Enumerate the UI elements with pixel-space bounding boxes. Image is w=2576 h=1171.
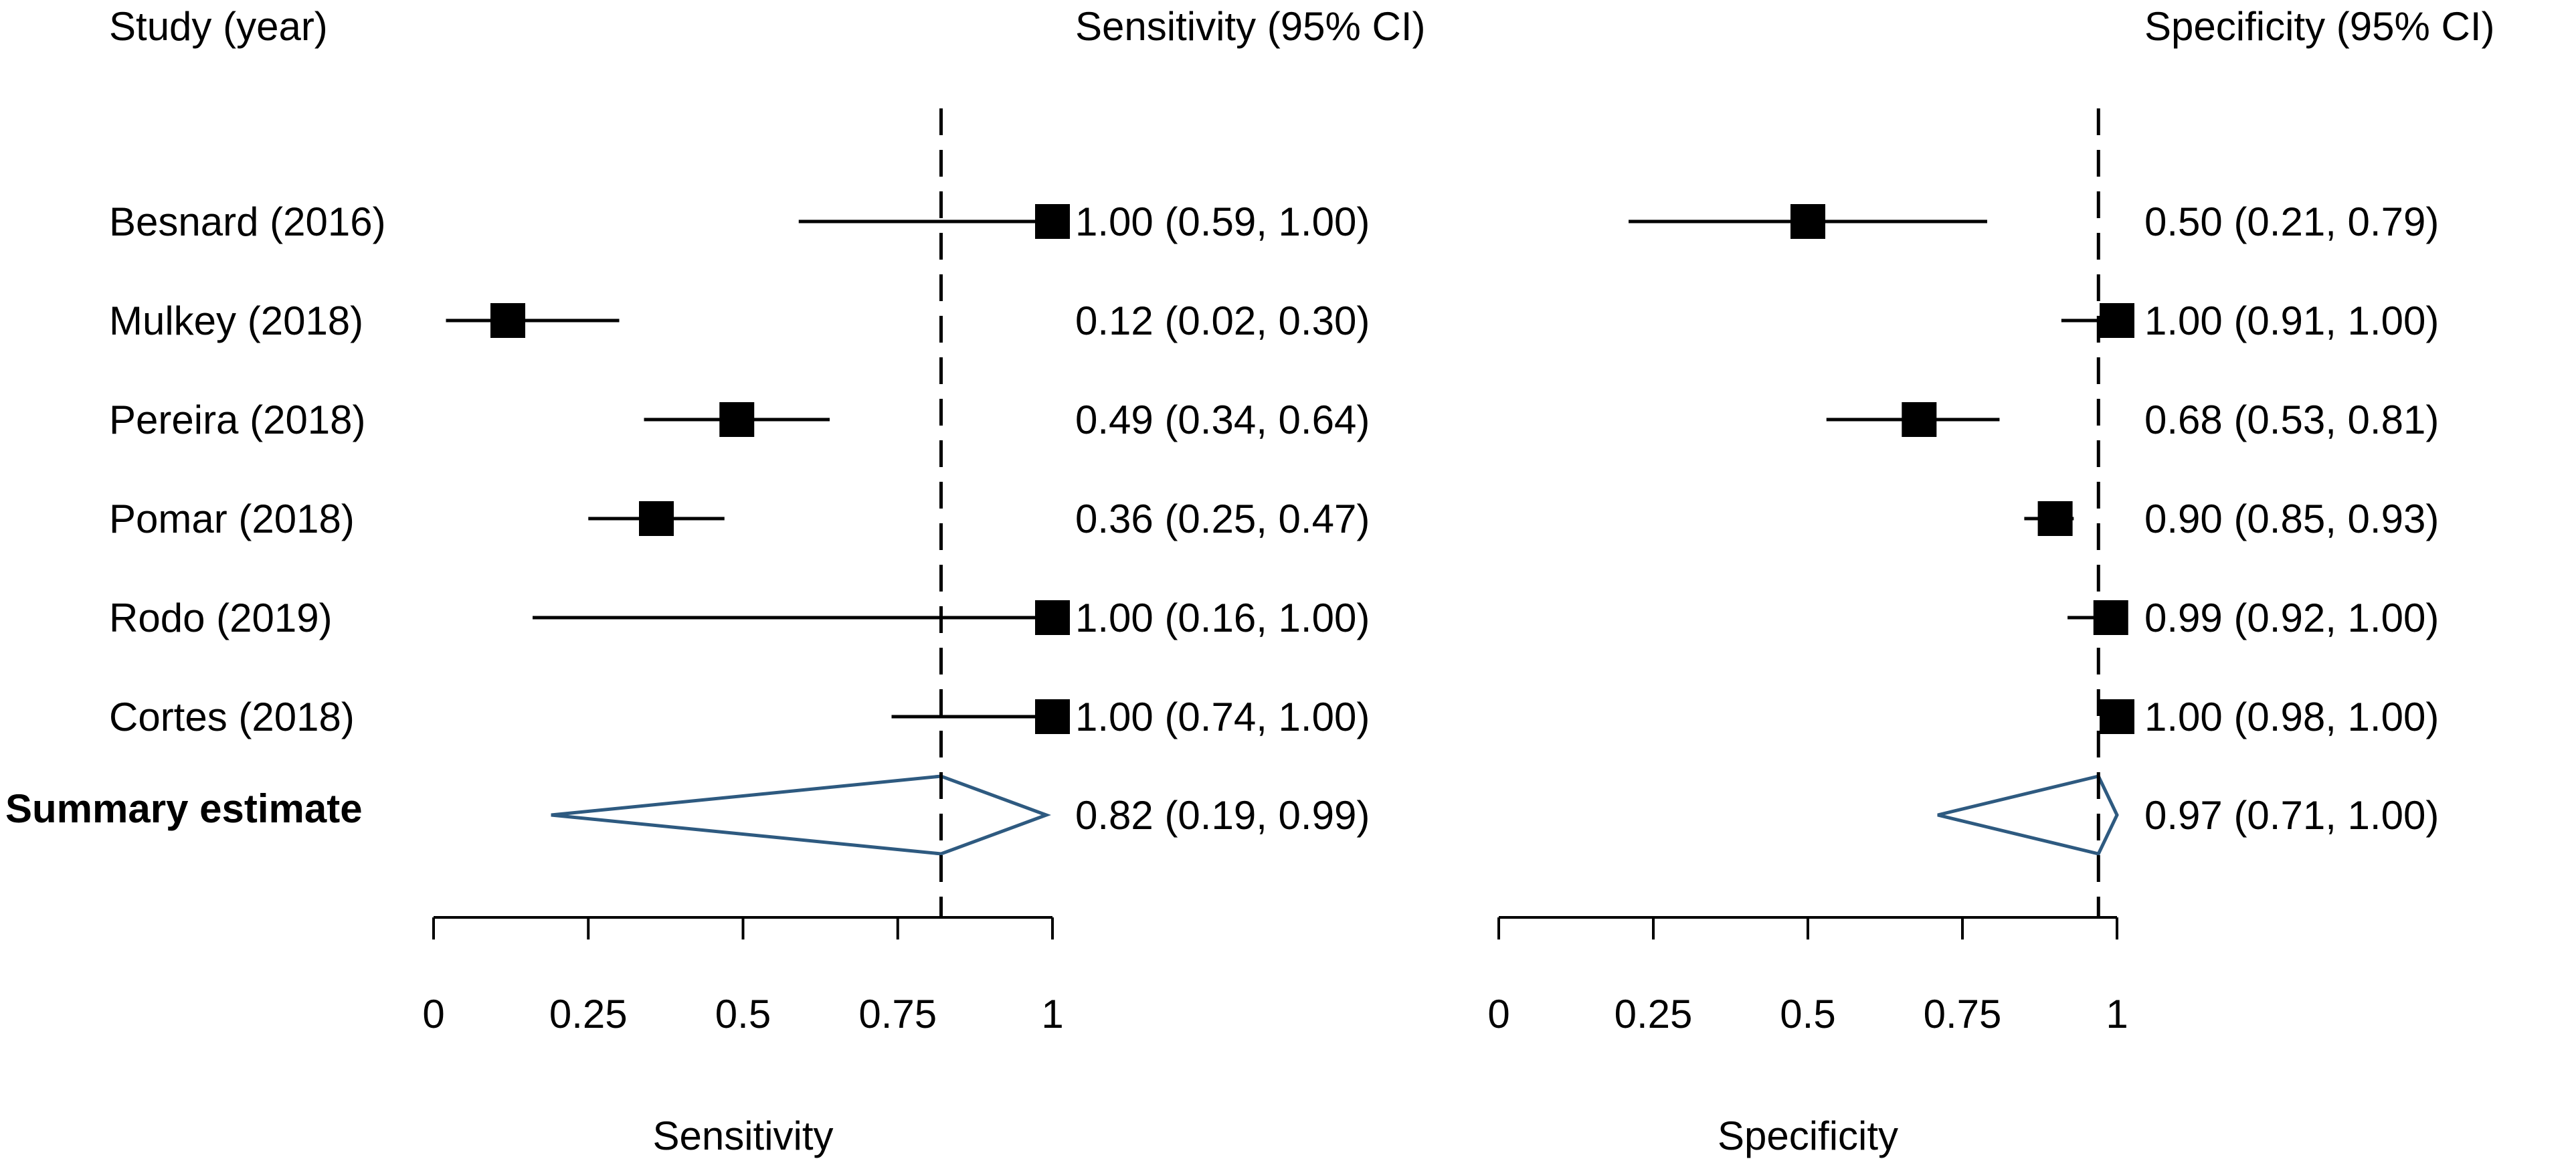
sensitivity-summary-ci-text: 0.82 (0.19, 0.99) [1075,793,1370,838]
specificity-ci-text: 1.00 (0.91, 1.00) [2144,298,2439,343]
sensitivity-tick-label: 1 [1041,992,1063,1037]
specificity-tick-label: 0 [1487,992,1509,1037]
sensitivity-tick-label: 0 [422,992,444,1037]
sensitivity-ci-text: 1.00 (0.16, 1.00) [1075,596,1370,640]
study-label: Cortes (2018) [109,695,355,739]
specificity-point-marker [1902,402,1937,437]
specificity-tick-label: 1 [2106,992,2128,1037]
specificity-point-marker [2100,303,2134,338]
specificity-ci-text: 1.00 (0.98, 1.00) [2144,695,2439,739]
study-label: Pereira (2018) [109,397,366,442]
specificity-tick-label: 0.5 [1780,992,1835,1037]
sensitivity-point-marker [490,303,525,338]
study-label: Besnard (2016) [109,199,386,244]
sensitivity-summary-diamond [551,774,1051,856]
sensitivity-tick-label: 0.75 [858,992,937,1037]
study-label: Pomar (2018) [109,497,355,541]
sensitivity-ci-text: 0.49 (0.34, 0.64) [1075,397,1370,442]
sensitivity-point-marker [1035,600,1070,635]
sensitivity-ci-text: 0.12 (0.02, 0.30) [1075,298,1370,343]
sensitivity-ci-text: 1.00 (0.59, 1.00) [1075,199,1370,244]
specificity-point-marker [1790,204,1825,239]
specificity-summary-diamond [1937,774,2119,856]
study-label: Rodo (2019) [109,596,333,640]
specificity-summary-ci-text: 0.97 (0.71, 1.00) [2144,793,2439,838]
specificity-ci-text: 0.90 (0.85, 0.93) [2144,497,2439,541]
specificity-axis-label: Specificity [1718,1113,1898,1158]
specificity-ci-text: 0.99 (0.92, 1.00) [2144,596,2439,640]
specificity-point-marker [2037,501,2073,536]
sensitivity-axis-label: Sensitivity [652,1113,833,1158]
specificity-point-marker [2100,699,2134,734]
sensitivity-tick-label: 0.5 [715,992,771,1037]
header-sensitivity: Sensitivity (95% CI) [1075,4,1425,49]
sensitivity-point-marker [1035,699,1070,734]
summary-label: Summary estimate [5,786,363,831]
sensitivity-tick-label: 0.25 [549,992,628,1037]
sensitivity-point-marker [639,501,674,536]
sensitivity-ci-text: 0.36 (0.25, 0.47) [1075,497,1370,541]
sensitivity-point-marker [719,402,755,437]
specificity-tick-label: 0.25 [1615,992,1693,1037]
sensitivity-point-marker [1035,204,1070,239]
sensitivity-ci-text: 1.00 (0.74, 1.00) [1075,695,1370,739]
study-label: Mulkey (2018) [109,298,363,343]
header-study: Study (year) [109,4,328,49]
specificity-ci-text: 0.68 (0.53, 0.81) [2144,397,2439,442]
specificity-ci-text: 0.50 (0.21, 0.79) [2144,199,2439,244]
header-specificity: Specificity (95% CI) [2144,4,2494,49]
specificity-tick-label: 0.75 [1924,992,2002,1037]
